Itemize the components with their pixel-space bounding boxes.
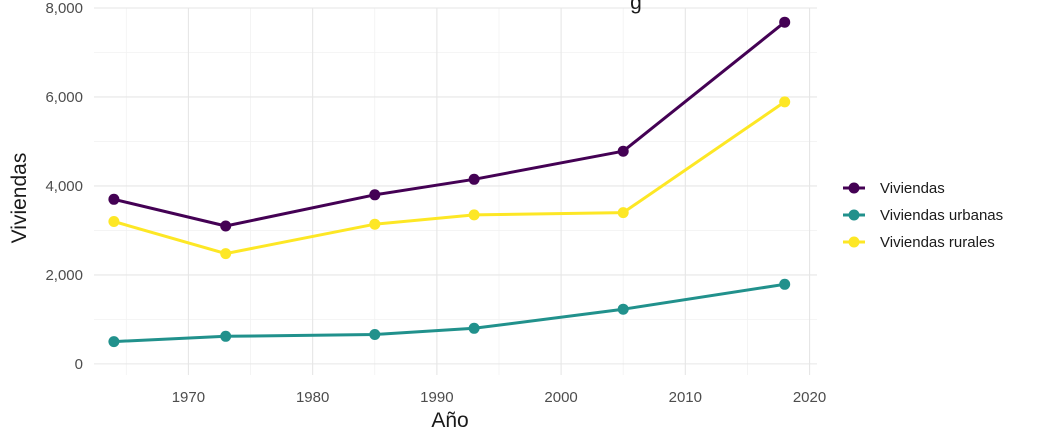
x-axis-ticks: 1970 1980 1990 2000 2010 2020	[172, 389, 827, 406]
x-tick-label: 1990	[420, 389, 453, 406]
x-tick-label: 2020	[793, 389, 826, 406]
series-line	[113, 282, 785, 344]
data-point	[468, 173, 480, 185]
data-point	[617, 145, 629, 157]
x-tick-label: 1980	[296, 389, 329, 406]
y-tick-label: 6,000	[45, 89, 83, 106]
legend-item: Viviendas	[843, 180, 945, 197]
data-point	[617, 303, 629, 315]
x-tick-label: 1970	[172, 389, 205, 406]
data-point	[369, 218, 381, 230]
legend: Viviendas Viviendas urbanas Viviendas rura…	[843, 180, 1003, 251]
legend-item: Viviendas urbanas	[843, 207, 1003, 224]
y-axis-title: Viviendas	[8, 153, 31, 244]
data-point	[617, 207, 629, 219]
x-axis-title: Año	[431, 409, 468, 432]
series-layer	[108, 16, 791, 348]
data-point	[779, 278, 791, 290]
data-point	[220, 330, 232, 342]
y-tick-label: 4,000	[45, 178, 83, 195]
data-point	[468, 322, 480, 334]
series-1	[108, 16, 791, 232]
data-point	[369, 189, 381, 201]
data-point	[108, 193, 120, 205]
y-axis-ticks: 0 2,000 4,000 6,000 8,000	[45, 0, 83, 373]
y-tick-label: 0	[75, 356, 83, 373]
data-point	[220, 248, 232, 260]
legend-key-point	[848, 209, 860, 221]
chart-title-fragment: g	[630, 0, 642, 14]
y-tick-label: 2,000	[45, 267, 83, 284]
legend-label: Viviendas urbanas	[880, 207, 1003, 224]
data-point	[108, 336, 120, 348]
legend-key-point	[848, 236, 860, 248]
legend-label: Viviendas rurales	[880, 234, 995, 251]
x-tick-label: 2010	[669, 389, 702, 406]
legend-key-point	[848, 182, 860, 194]
series-line	[113, 100, 786, 256]
legend-label: Viviendas	[880, 180, 945, 197]
x-tick-label: 2000	[544, 389, 577, 406]
data-point	[779, 16, 791, 28]
legend-item: Viviendas rurales	[843, 234, 995, 251]
data-point	[369, 329, 381, 340]
series-2	[108, 278, 791, 348]
data-point	[108, 216, 120, 227]
data-point	[779, 96, 791, 108]
series-line	[113, 21, 786, 228]
y-tick-label: 8,000	[45, 0, 83, 17]
series-3	[108, 96, 791, 260]
grid	[94, 7, 817, 375]
data-point	[220, 220, 232, 232]
data-point	[468, 209, 480, 221]
